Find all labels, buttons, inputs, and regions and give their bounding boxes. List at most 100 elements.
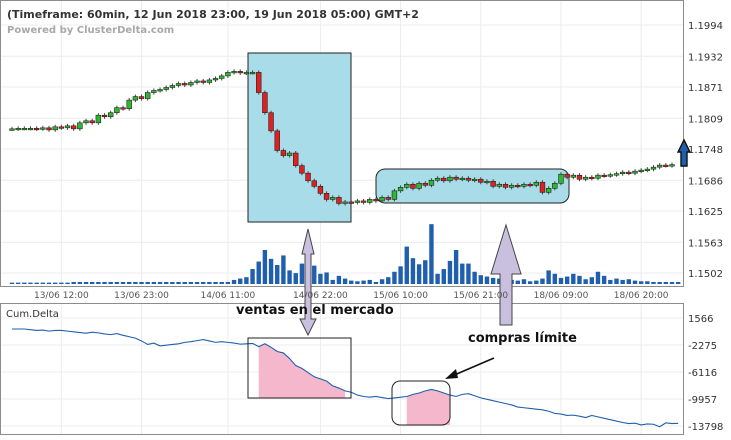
candle-body	[576, 174, 583, 180]
volume-bar	[102, 281, 107, 284]
volume-bar	[645, 281, 650, 284]
volume-bar	[484, 276, 490, 284]
candle-body	[305, 172, 311, 182]
candle-body	[404, 183, 410, 188]
candle-body	[508, 184, 515, 188]
volume-bar	[139, 281, 144, 284]
price-tick-label: 1.1871	[688, 83, 723, 94]
candle-body	[619, 171, 626, 174]
price-tick-label: 1.1563	[688, 238, 723, 249]
volume-bar	[466, 263, 471, 284]
candle-body	[64, 125, 71, 129]
volume-bar	[620, 279, 625, 284]
candle-body	[280, 150, 287, 156]
volume-bar	[151, 281, 157, 284]
delta-tick-label: -9957	[688, 395, 717, 406]
pointer-arrow-line	[451, 357, 495, 377]
candle-body	[145, 92, 151, 99]
volume-bar	[28, 282, 33, 284]
candle-body	[46, 127, 52, 131]
volume-bar	[256, 261, 261, 284]
pointer-arrow-head	[445, 369, 458, 379]
volume-bar	[59, 282, 64, 284]
volume-bar	[651, 281, 656, 284]
volume-bar	[262, 250, 268, 284]
volume-bar	[404, 246, 409, 284]
volume-bar	[546, 270, 551, 284]
volume-bar	[527, 281, 533, 284]
volume-bar	[219, 281, 224, 284]
volume-bar	[349, 280, 354, 284]
candle-body	[200, 80, 206, 83]
candle-body	[83, 120, 89, 124]
candle-body	[471, 178, 478, 182]
volume-bar	[268, 258, 274, 284]
candle-body	[182, 83, 188, 86]
candle-body	[607, 174, 614, 177]
candle-body	[558, 173, 564, 184]
candle-body	[15, 128, 21, 131]
candle-body	[95, 114, 102, 124]
candle-body	[478, 178, 484, 183]
candle-body	[465, 177, 472, 181]
price-tick-label: 1.1502	[688, 269, 723, 280]
candle-body	[564, 173, 570, 178]
candle-body	[632, 170, 638, 174]
volume-bar	[170, 281, 175, 284]
annotation-market-sells: ventas en el mercado	[236, 303, 394, 318]
volume-bar	[318, 273, 323, 284]
candle-body	[422, 182, 428, 186]
volume-bar	[552, 273, 558, 284]
candle-body	[545, 188, 552, 193]
volume-bar	[22, 282, 27, 284]
candle-body	[237, 71, 243, 74]
candle-body	[496, 183, 502, 187]
time-tick-label: 14/06 11:00	[201, 291, 256, 301]
market-sells-box	[247, 52, 352, 223]
candle-body	[268, 112, 274, 132]
candle-body	[138, 96, 145, 99]
volume-bar	[614, 278, 619, 284]
time-tick-label: 18/06 09:00	[534, 291, 589, 301]
volume-bar	[89, 281, 95, 284]
volume-bar	[416, 264, 422, 284]
candle-body	[132, 96, 139, 101]
volume-bar	[571, 273, 576, 284]
limit-buys-box	[375, 168, 570, 204]
candle-body	[151, 90, 157, 93]
candle-body	[484, 180, 490, 184]
candle-body	[330, 197, 336, 200]
time-tick-label: 13/06 23:00	[114, 291, 169, 301]
candle-body	[342, 201, 348, 204]
volume-bar	[287, 270, 292, 284]
candle-body	[416, 182, 422, 189]
candle-body	[379, 197, 385, 202]
candle-body	[397, 187, 404, 192]
volume-bar	[176, 281, 181, 284]
volume-bar	[361, 280, 366, 284]
time-tick-label: 13/06 12:00	[34, 291, 89, 301]
candle-body	[126, 99, 132, 109]
delta-panel-title: Cum.Delta	[6, 309, 59, 320]
volume-bar	[207, 281, 212, 284]
candle-body	[120, 107, 126, 110]
volume-bar	[108, 281, 113, 284]
volume-bar	[608, 279, 613, 284]
volume-bar	[120, 281, 126, 284]
volume-bar	[250, 269, 255, 284]
delta-panel	[0, 303, 684, 435]
candle-body	[107, 112, 114, 118]
candle-body	[21, 128, 28, 131]
volume-bar	[675, 281, 681, 284]
candle-body	[490, 180, 496, 187]
delta-tick-label: 1566	[688, 314, 713, 325]
price-tick-label: 1.1932	[688, 52, 723, 63]
arrow-down-sells	[299, 228, 317, 337]
candle-body	[89, 120, 95, 124]
candle-body	[650, 166, 657, 170]
time-tick-label: 15/06 21:00	[453, 291, 508, 301]
candle-body	[40, 127, 46, 130]
candle-body	[502, 183, 509, 188]
volume-bar	[632, 280, 638, 284]
trend-up-arrow	[676, 138, 692, 167]
